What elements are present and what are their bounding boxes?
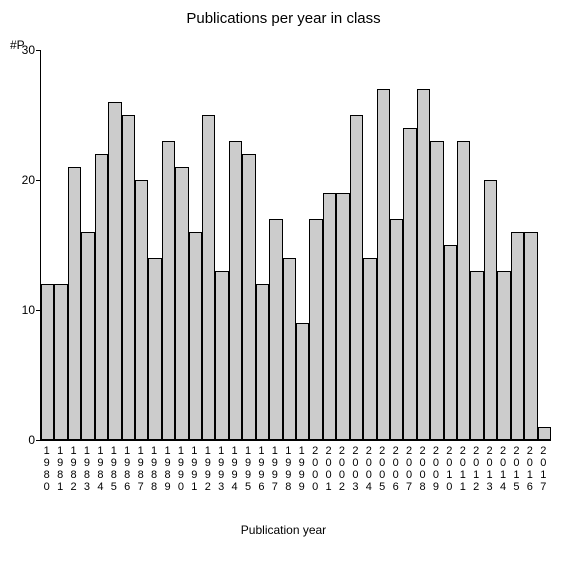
bar — [323, 193, 336, 440]
bar — [524, 232, 537, 440]
x-tick-label: 1997 — [270, 445, 280, 493]
x-tick-label: 1993 — [216, 445, 226, 493]
bar — [538, 427, 551, 440]
y-tick-label: 0 — [5, 433, 35, 447]
x-tick-label: 1988 — [149, 445, 159, 493]
chart-title: Publications per year in class — [0, 10, 567, 27]
bar — [81, 232, 94, 440]
bar — [470, 271, 483, 440]
bar — [162, 141, 175, 440]
x-tick-label: 2007 — [404, 445, 414, 493]
x-tick-label: 2012 — [471, 445, 481, 493]
bar — [484, 180, 497, 440]
x-tick-label: 2003 — [350, 445, 360, 493]
bar — [430, 141, 443, 440]
bars-group — [41, 50, 551, 440]
x-tick-label: 1987 — [136, 445, 146, 493]
bar — [377, 89, 390, 440]
x-tick-label: 1986 — [122, 445, 132, 493]
y-tick-label: 30 — [5, 43, 35, 57]
bar — [189, 232, 202, 440]
x-tick-label: 1996 — [256, 445, 266, 493]
chart-container: Publications per year in class #P 010203… — [0, 0, 567, 567]
bar — [41, 284, 54, 440]
bar — [363, 258, 376, 440]
bar — [457, 141, 470, 440]
x-tick-label: 2002 — [337, 445, 347, 493]
x-tick-label: 1992 — [203, 445, 213, 493]
x-tick-label: 2013 — [485, 445, 495, 493]
bar — [309, 219, 322, 440]
bar — [390, 219, 403, 440]
x-axis-labels: 19801981 198219831984 19851986 19871988 1989… — [40, 445, 550, 515]
bar — [350, 115, 363, 440]
x-tick-label: 2005 — [377, 445, 387, 493]
y-tick-label: 10 — [5, 303, 35, 317]
x-tick-label: 1999 — [297, 445, 307, 493]
x-tick-label: 1989 — [163, 445, 173, 493]
x-tick-label: 2016 — [525, 445, 535, 493]
x-tick-label: 2001 — [324, 445, 334, 493]
bar — [497, 271, 510, 440]
x-axis-title: Publication year — [0, 523, 567, 537]
bar — [444, 245, 457, 440]
bar — [336, 193, 349, 440]
bar — [108, 102, 121, 440]
bar — [229, 141, 242, 440]
bar — [283, 258, 296, 440]
x-tick-label: 1994 — [230, 445, 240, 493]
bar — [202, 115, 215, 440]
bar — [269, 219, 282, 440]
x-tick-label: 2009 — [431, 445, 441, 493]
x-tick-label: 1984 — [95, 445, 105, 493]
bar — [511, 232, 524, 440]
x-tick-label: 1985 — [109, 445, 119, 493]
bar — [242, 154, 255, 440]
x-tick-label: 2008 — [418, 445, 428, 493]
bar — [403, 128, 416, 440]
bar — [417, 89, 430, 440]
bar — [135, 180, 148, 440]
bar — [54, 284, 67, 440]
x-tick-label: 1995 — [243, 445, 253, 493]
x-tick-label: 2017 — [538, 445, 548, 493]
x-tick-label: 1982 — [69, 445, 79, 493]
x-tick-label: 1980 — [42, 445, 52, 493]
bar — [122, 115, 135, 440]
x-tick-label: 1983 — [82, 445, 92, 493]
x-tick-label: 2015 — [511, 445, 521, 493]
x-tick-label: 1981 — [55, 445, 65, 493]
x-tick-label: 1998 — [283, 445, 293, 493]
bar — [68, 167, 81, 440]
bar — [148, 258, 161, 440]
x-tick-label: 2006 — [391, 445, 401, 493]
x-tick-label: 2000 — [310, 445, 320, 493]
bar — [175, 167, 188, 440]
x-tick-label: 2010 — [444, 445, 454, 493]
y-tick-label: 20 — [5, 173, 35, 187]
x-tick-label: 1990 — [176, 445, 186, 493]
x-tick-label: 2011 — [458, 445, 468, 493]
bar — [215, 271, 228, 440]
bar — [296, 323, 309, 440]
x-tick-label: 2004 — [364, 445, 374, 493]
plot-area — [40, 50, 551, 441]
x-tick-label: 1991 — [189, 445, 199, 493]
bar — [95, 154, 108, 440]
x-tick-label: 2014 — [498, 445, 508, 493]
bar — [256, 284, 269, 440]
